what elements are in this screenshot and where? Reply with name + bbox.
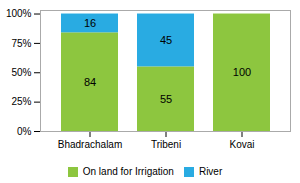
html-text:River: River [198,166,223,177]
svg-text:16: 16 [84,17,96,29]
svg-text:50%: 50% [11,67,31,78]
html-text:On land for Irrigation: On land for Irrigation [82,166,174,177]
svg-text:100%: 100% [6,8,32,19]
svg-text:100: 100 [233,66,251,78]
svg-text:55: 55 [160,93,172,105]
svg-text:Kovai: Kovai [229,139,254,150]
svg-text:25%: 25% [11,96,31,107]
svg-text:0%: 0% [17,126,32,137]
svg-text:84: 84 [84,76,96,88]
svg-text:Bhadrachalam: Bhadrachalam [58,139,122,150]
svg-text:Tribeni: Tribeni [151,139,181,150]
svg-text:45: 45 [160,34,172,46]
svg-text:75%: 75% [11,38,31,49]
